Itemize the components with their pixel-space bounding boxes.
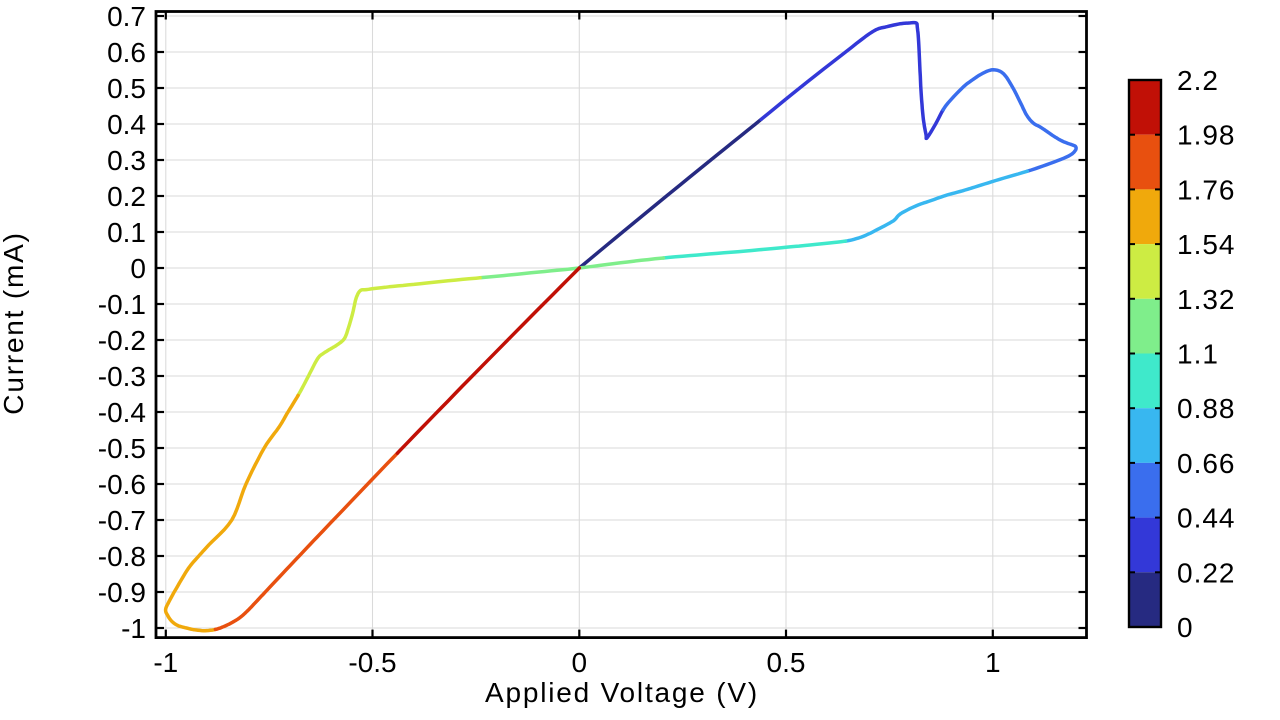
svg-text:0.4: 0.4 (107, 109, 146, 140)
svg-text:0.44: 0.44 (1177, 503, 1236, 534)
svg-text:0.5: 0.5 (107, 73, 146, 104)
svg-text:1.32: 1.32 (1177, 284, 1236, 315)
svg-text:-0.7: -0.7 (98, 505, 146, 536)
svg-text:0.7: 0.7 (107, 1, 146, 32)
svg-text:-1: -1 (153, 647, 178, 678)
svg-text:-0.6: -0.6 (98, 469, 146, 500)
svg-text:0.3: 0.3 (107, 145, 146, 176)
svg-text:Current (mA): Current (mA) (0, 231, 29, 414)
svg-text:0: 0 (130, 253, 146, 284)
svg-text:-0.3: -0.3 (98, 361, 146, 392)
svg-text:1.76: 1.76 (1177, 174, 1236, 205)
svg-text:0.2: 0.2 (107, 181, 146, 212)
svg-text:0.66: 0.66 (1177, 448, 1236, 479)
svg-text:0: 0 (1177, 612, 1194, 643)
svg-text:1: 1 (985, 647, 1001, 678)
svg-text:0.1: 0.1 (107, 217, 146, 248)
svg-text:-0.1: -0.1 (98, 289, 146, 320)
svg-text:1.1: 1.1 (1177, 339, 1219, 370)
svg-text:0: 0 (572, 647, 588, 678)
svg-text:-0.9: -0.9 (98, 577, 146, 608)
svg-text:0.22: 0.22 (1177, 557, 1236, 588)
svg-text:-0.4: -0.4 (98, 397, 146, 428)
svg-text:Applied Voltage (V): Applied Voltage (V) (485, 677, 759, 708)
svg-text:-0.8: -0.8 (98, 541, 146, 572)
svg-text:-0.2: -0.2 (98, 325, 146, 356)
svg-text:-0.5: -0.5 (348, 647, 396, 678)
svg-text:0.88: 0.88 (1177, 393, 1236, 424)
svg-text:-0.5: -0.5 (98, 433, 146, 464)
svg-text:0.6: 0.6 (107, 37, 146, 68)
svg-text:2.2: 2.2 (1177, 65, 1219, 96)
svg-text:-1: -1 (121, 613, 146, 644)
svg-text:1.98: 1.98 (1177, 120, 1236, 151)
svg-text:0.5: 0.5 (767, 647, 806, 678)
svg-text:1.54: 1.54 (1177, 229, 1236, 260)
